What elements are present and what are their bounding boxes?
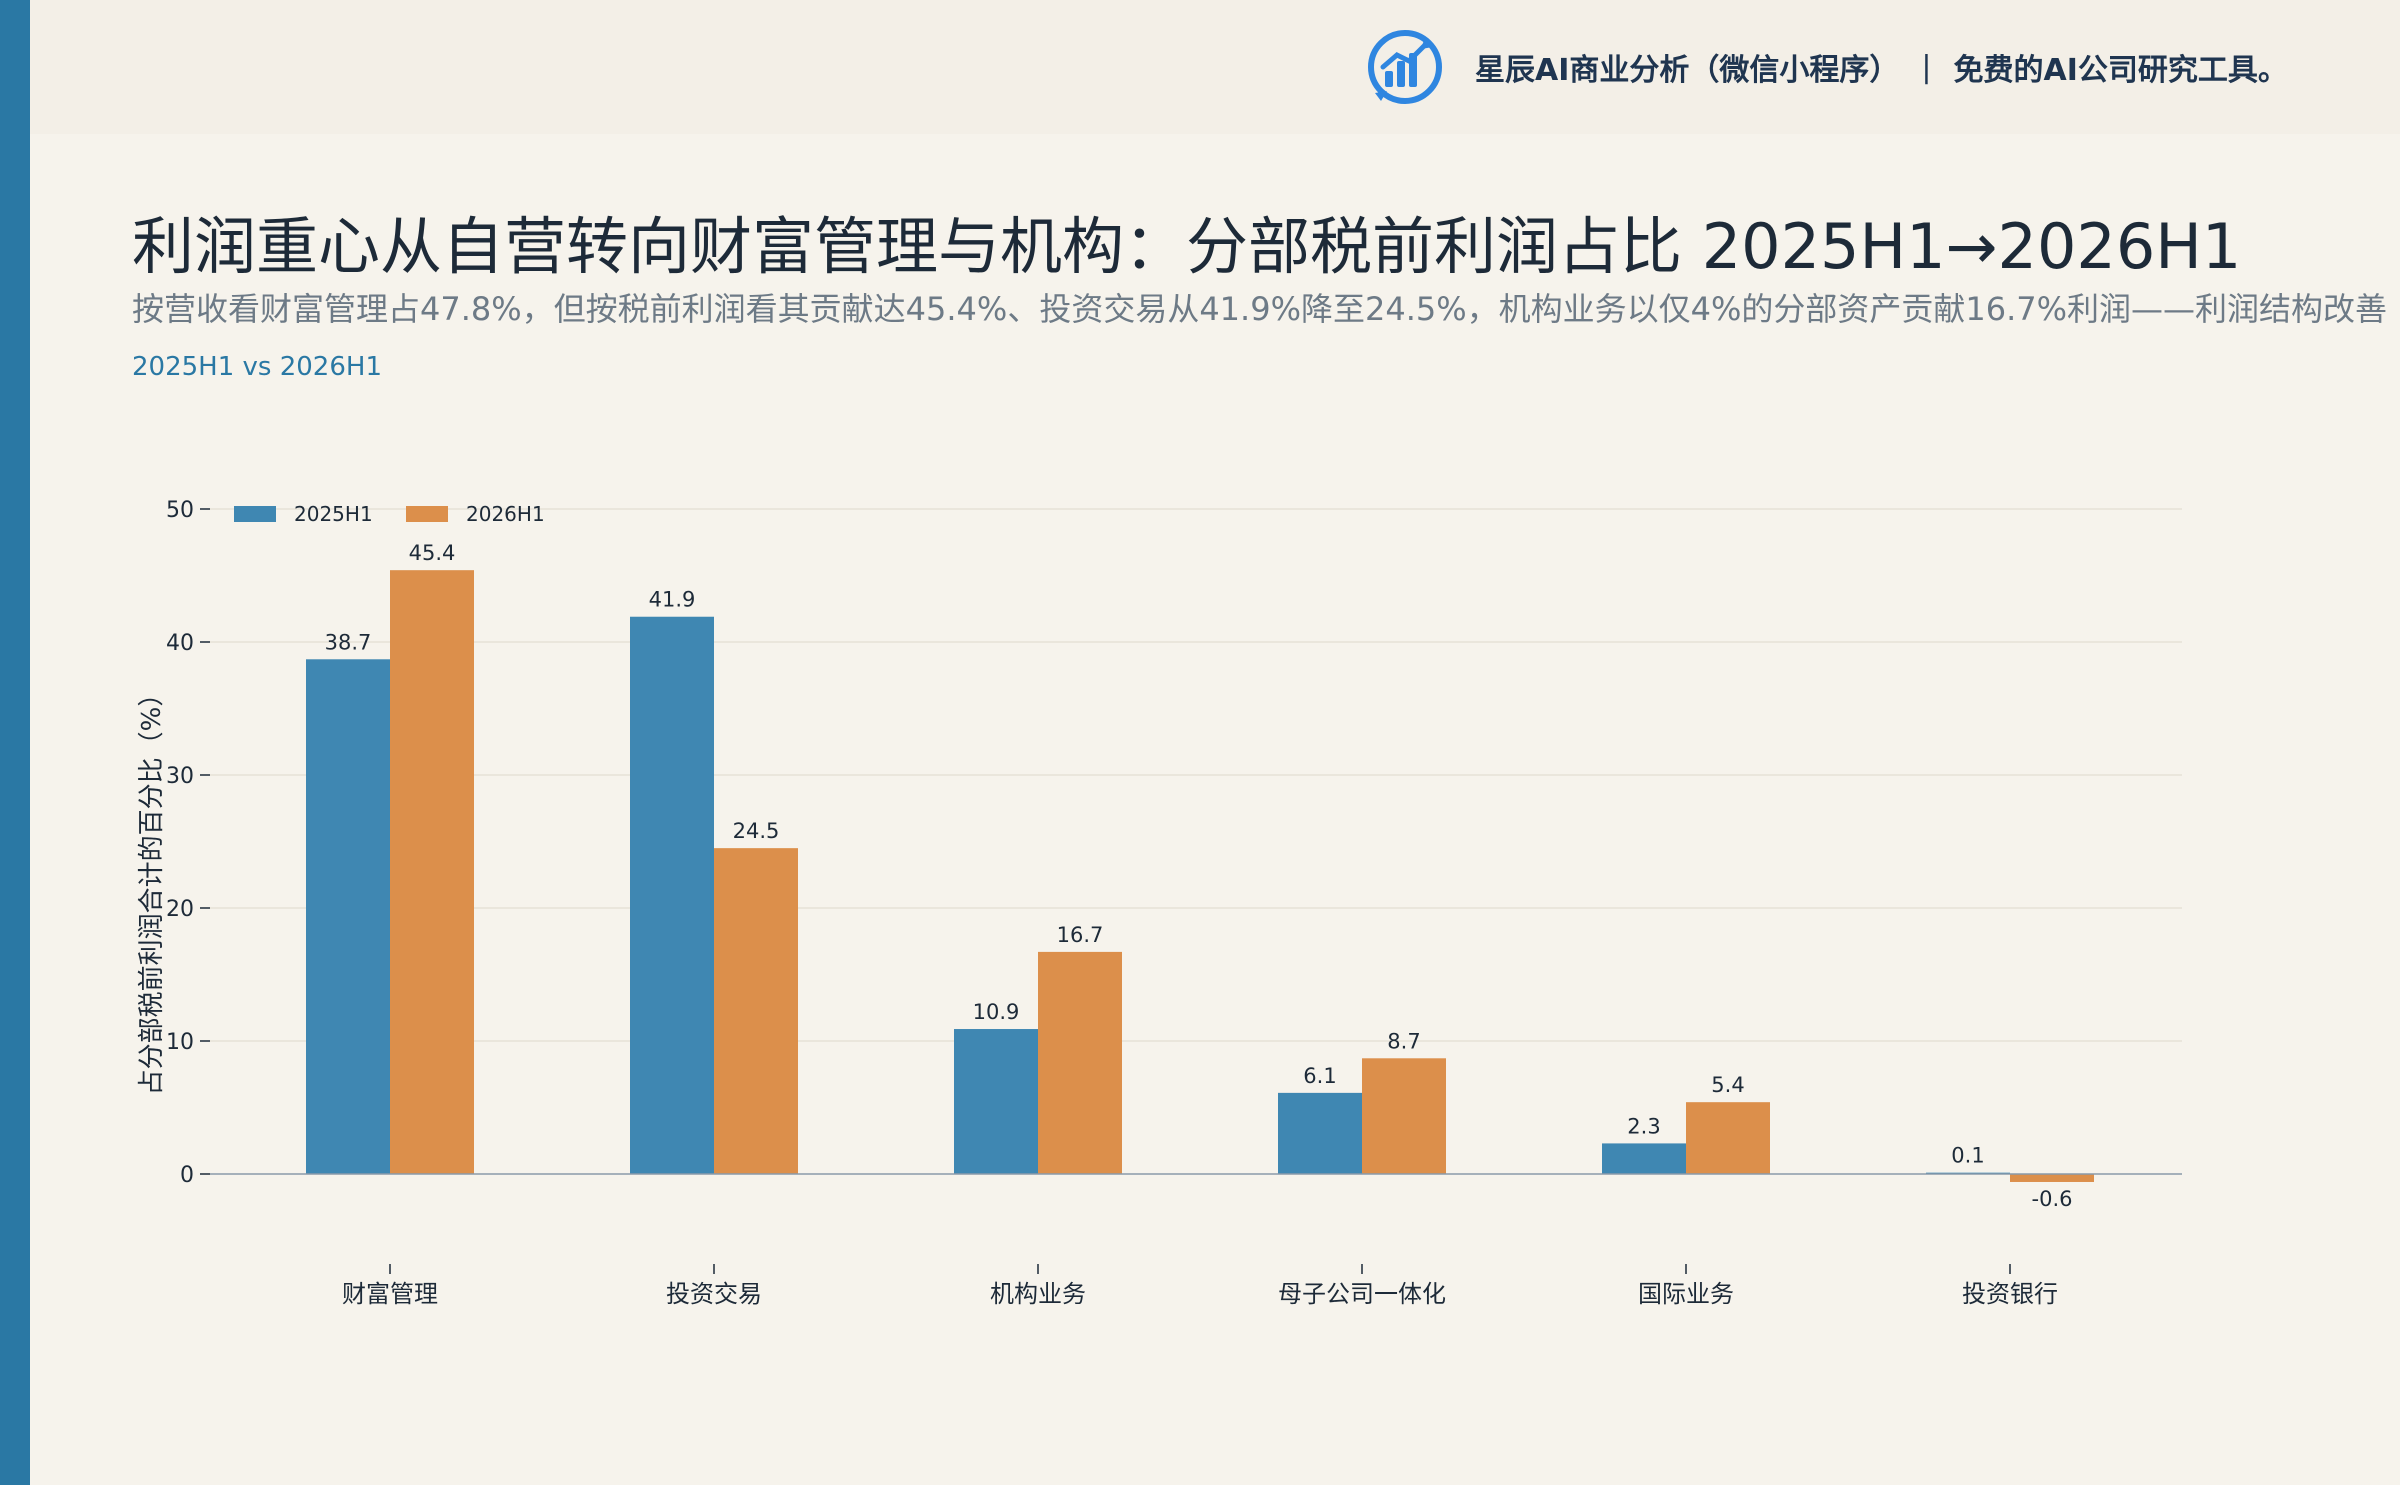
value-label: -0.6: [2032, 1187, 2073, 1211]
value-label: 45.4: [409, 541, 456, 565]
y-tick-label: 40: [166, 631, 194, 656]
y-tick-label: 10: [166, 1030, 194, 1055]
brand-header: 星辰AI商业分析（微信小程序） | 免费的AI公司研究工具。: [1365, 22, 2288, 112]
x-tick-label: 财富管理: [342, 1280, 438, 1308]
legend-swatch: [406, 506, 448, 522]
x-tick-label: 投资交易: [666, 1280, 762, 1308]
legend-layer: 2025H1 2026H1: [234, 502, 545, 526]
bar-2025H1-1: [630, 616, 714, 1174]
x-tick-label: 投资银行: [1962, 1280, 2058, 1308]
bar-layer: [306, 570, 2094, 1182]
value-label: 6.1: [1303, 1064, 1336, 1088]
bar-2026H1-2: [1038, 951, 1122, 1174]
brand-name: 星辰AI商业分析（微信小程序）: [1475, 53, 1900, 88]
grid-layer: [210, 508, 2182, 1042]
value-label: 41.9: [649, 588, 696, 612]
legend-label: 2025H1: [294, 502, 373, 526]
bar-2025H1-2: [954, 1029, 1038, 1174]
value-label: 16.7: [1057, 923, 1104, 947]
value-label: 38.7: [325, 630, 372, 654]
left-accent-bar: [0, 0, 30, 1485]
x-tick-label: 母子公司一体化: [1278, 1280, 1446, 1308]
legend-swatch: [234, 506, 276, 522]
y-tick-label: 0: [180, 1163, 194, 1188]
value-label: 5.4: [1711, 1073, 1744, 1097]
bar-2026H1-4: [1686, 1102, 1770, 1174]
bar-2026H1-3: [1362, 1058, 1446, 1174]
value-label: 0.1: [1951, 1144, 1984, 1168]
x-tick-label: 机构业务: [990, 1280, 1086, 1308]
page-subtitle: 按营收看财富管理占47.8%，但按税前利润看其贡献达45.4%、投资交易从41.…: [132, 290, 2388, 328]
y-axis-label: 占分部税前利润合计的百分比（%）: [137, 681, 167, 1096]
brand-separator: |: [1921, 49, 1932, 85]
page-title: 利润重心从自营转向财富管理与机构：分部税前利润占比 2025H1→2026H1: [132, 210, 2242, 283]
label-layer: 38.7 45.4 41.9 24.5 10.9 16.7 6.1 8.7 2.3 5.4 0.1 -…: [325, 541, 2073, 1211]
x-tick-label: 国际业务: [1638, 1280, 1734, 1308]
bar-2025H1-0: [306, 659, 390, 1174]
value-label: 24.5: [733, 819, 780, 843]
bar-2026H1-1: [714, 848, 798, 1174]
brand-slogan: 免费的AI公司研究工具。: [1953, 53, 2288, 88]
y-tick-label: 50: [166, 498, 194, 523]
bar-2025H1-3: [1278, 1092, 1362, 1174]
brand-logo-icon: [1368, 30, 1442, 104]
top-banner: [30, 0, 2400, 134]
value-label: 2.3: [1627, 1114, 1660, 1138]
value-label: 10.9: [973, 1000, 1020, 1024]
period-tag: 2025H1 vs 2026H1: [132, 352, 382, 382]
y-tick-label: 20: [166, 897, 194, 922]
bar-2026H1-5: [2010, 1174, 2094, 1182]
legend-label: 2026H1: [466, 502, 545, 526]
value-label: 8.7: [1387, 1029, 1420, 1053]
bar-2025H1-4: [1602, 1143, 1686, 1174]
y-tick-label: 30: [166, 764, 194, 789]
axis-layer: 0 10 20 30 40 50 财富管理 投资交易 机构业务 母子公司一体化 国际业务 投资银行: [166, 498, 2182, 1308]
bar-2026H1-0: [390, 570, 474, 1174]
